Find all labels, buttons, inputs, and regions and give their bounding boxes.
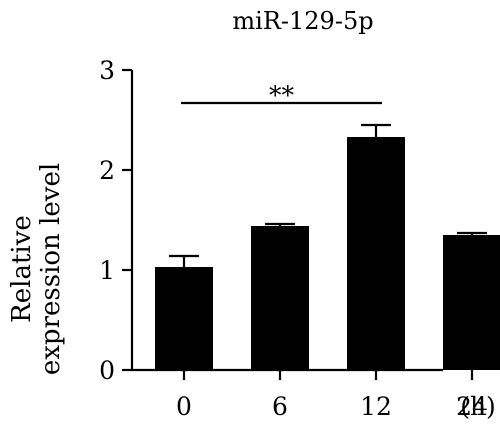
y-tick-label: 1	[99, 256, 115, 285]
y-tick-label: 3	[99, 56, 115, 85]
y-axis-label-line-1: Relative	[7, 215, 37, 323]
x-tick-label: 24	[456, 392, 488, 421]
bar	[443, 235, 500, 370]
bar	[347, 137, 405, 370]
bar	[155, 267, 213, 370]
y-axis-label-line-2: expression level	[36, 163, 66, 375]
x-axis-unit: (h)	[460, 392, 496, 421]
y-tick-label: 0	[99, 356, 115, 385]
chart-title: miR-129-5p	[232, 7, 373, 35]
x-tick-label: 0	[176, 392, 192, 421]
y-axis-label: Relative expression level	[7, 163, 66, 375]
x-tick-label: 12	[360, 392, 392, 421]
x-tick-label: 6	[272, 392, 288, 421]
bar	[251, 226, 309, 370]
y-tick-label: 2	[99, 156, 115, 185]
significance-label: **	[269, 81, 295, 110]
